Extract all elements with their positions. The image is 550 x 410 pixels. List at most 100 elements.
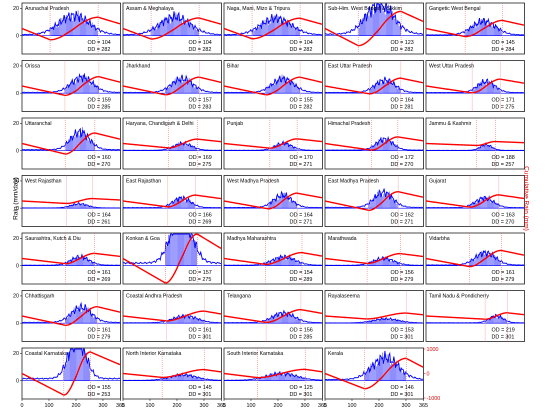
rain-series <box>21 301 121 324</box>
panel-title: East Madhya Pradesh <box>328 179 379 185</box>
cumulative-series <box>223 76 323 96</box>
dd-label: DD = 285 <box>290 335 313 341</box>
rain-series <box>122 140 222 151</box>
dd-label: DD = 301 <box>391 335 414 341</box>
left-tick-label: 0 <box>16 378 19 384</box>
od-label: OD = 157 <box>189 98 212 104</box>
cumulative-series <box>21 16 121 41</box>
cumulative-series <box>21 252 121 265</box>
rain-series <box>324 135 424 151</box>
left-tick-label: 0 <box>16 33 19 39</box>
panel-title: Saurashtra, Kutch & Diu <box>25 236 81 242</box>
dd-label: DD = 301 <box>189 392 212 398</box>
rain-series <box>122 74 222 94</box>
od-label: OD = 156 <box>391 270 414 276</box>
panel-title: Kerala <box>328 351 343 357</box>
panel-frame <box>425 290 525 342</box>
cumulative-series <box>21 351 121 396</box>
cumulative-series <box>21 305 121 327</box>
dd-label: DD = 283 <box>189 105 212 111</box>
cumulative-series <box>21 132 121 155</box>
panel-title: Tamil Nadu & Pondicherry <box>429 294 489 300</box>
cumulative-series <box>324 190 424 212</box>
panel-frame <box>21 290 121 342</box>
rain-series <box>21 201 120 209</box>
left-axis-label: Rain (mm/day) <box>12 177 20 220</box>
dd-label: DD = 282 <box>290 105 313 111</box>
cumulative-series <box>425 19 525 38</box>
x-tick-label: 365 <box>116 403 125 409</box>
dd-label: DD = 275 <box>189 162 212 168</box>
od-label: OD = 156 <box>290 328 313 334</box>
panel-title: Gujarat <box>429 179 447 185</box>
panel-frame <box>122 117 222 170</box>
dd-label: DD = 270 <box>391 162 414 168</box>
panel-frame <box>425 60 525 112</box>
od-label: OD = 146 <box>391 385 414 391</box>
panel-title: West Madhya Pradesh <box>227 179 279 185</box>
rain-series <box>324 2 424 35</box>
panel-frame <box>223 117 323 170</box>
od-label: OD = 169 <box>189 155 212 161</box>
x-tick-label: 200 <box>374 403 383 409</box>
x-tick-label: 0 <box>21 403 24 409</box>
left-tick-label: 20 <box>13 294 19 300</box>
rain-series <box>324 76 423 94</box>
cumulative-series <box>425 249 525 268</box>
left-tick-label: 20 <box>13 64 19 70</box>
rain-series <box>223 190 323 209</box>
x-tick-label: 200 <box>71 403 80 409</box>
panel-frame <box>122 290 222 342</box>
x-tick-label: 300 <box>300 403 309 409</box>
cumulative-series <box>425 78 525 94</box>
panel-title: Vidarbha <box>429 236 450 242</box>
cumulative-series <box>223 368 323 379</box>
rain-series <box>425 249 525 266</box>
panel-title: Rayalaseema <box>328 294 360 300</box>
od-label: OD = 188 <box>492 155 515 161</box>
panel-title: East Rajasthan <box>126 179 161 185</box>
panel-title: Uttaranchal <box>25 121 52 127</box>
od-label: OD = 153 <box>391 328 414 334</box>
cumulative-series <box>223 308 323 324</box>
od-label: OD = 161 <box>189 328 212 334</box>
dd-label: DD = 257 <box>492 162 515 168</box>
od-label: OD = 166 <box>189 213 212 219</box>
x-tick-label: 100 <box>246 403 255 409</box>
od-label: OD = 155 <box>88 385 111 391</box>
dd-label: DD = 282 <box>88 47 111 53</box>
od-label: OD = 162 <box>391 213 414 219</box>
panel-frame <box>21 117 121 170</box>
cumulative-series <box>425 140 524 147</box>
panel-frame <box>223 347 323 400</box>
od-label: OD = 104 <box>189 40 212 46</box>
x-tick-label: 365 <box>419 403 428 409</box>
cumulative-series <box>122 310 222 322</box>
dd-label: DD = 275 <box>189 277 212 283</box>
panel-title: South Interior Karnataka <box>227 351 283 357</box>
left-tick-label: 20 <box>13 236 19 242</box>
dd-label: DD = 279 <box>492 277 515 283</box>
panel-title: Arunachal Pradesh <box>25 6 69 12</box>
od-label: OD = 219 <box>492 328 515 334</box>
panel-frame <box>324 117 424 170</box>
left-tick-label: 20 <box>13 121 19 127</box>
rain-series <box>21 127 120 151</box>
od-label: OD = 171 <box>492 98 515 104</box>
